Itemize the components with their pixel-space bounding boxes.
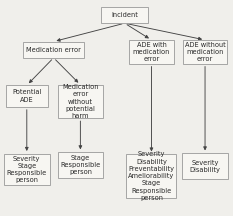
Text: Medication
error
without
potential
harm: Medication error without potential harm: [62, 84, 99, 119]
FancyBboxPatch shape: [101, 7, 148, 23]
FancyBboxPatch shape: [23, 42, 84, 58]
Text: Medication error: Medication error: [26, 47, 81, 53]
Text: Severity
Disability
Preventability
Ameliorability
Stage
Responsible
person: Severity Disability Preventability Ameli…: [128, 151, 175, 201]
Text: Incident: Incident: [111, 12, 138, 18]
FancyBboxPatch shape: [126, 154, 177, 198]
FancyBboxPatch shape: [129, 40, 174, 64]
FancyBboxPatch shape: [4, 154, 50, 185]
FancyBboxPatch shape: [182, 153, 228, 179]
FancyBboxPatch shape: [6, 85, 48, 107]
FancyBboxPatch shape: [58, 152, 103, 178]
FancyBboxPatch shape: [183, 40, 227, 64]
Text: Severity
Stage
Responsible
person: Severity Stage Responsible person: [7, 156, 47, 183]
Text: ADE with
medication
error: ADE with medication error: [133, 42, 170, 62]
FancyBboxPatch shape: [58, 85, 103, 118]
Text: ADE without
medication
error: ADE without medication error: [185, 42, 225, 62]
Text: Severity
Disability: Severity Disability: [190, 160, 220, 173]
Text: Potential
ADE: Potential ADE: [12, 89, 41, 103]
Text: Stage
Responsible
person: Stage Responsible person: [60, 155, 100, 175]
